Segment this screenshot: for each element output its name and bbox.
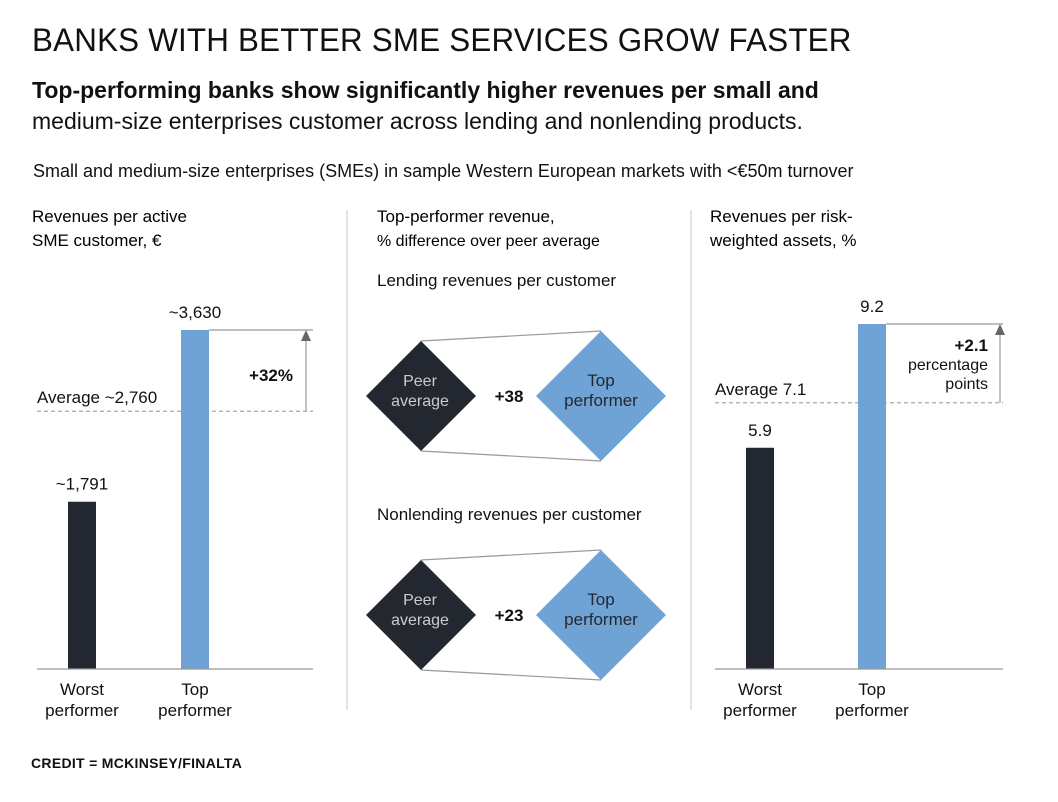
bar	[181, 330, 209, 669]
category-label: Top	[181, 680, 208, 699]
difference-value: +23	[495, 606, 524, 625]
panel-title: Revenues per active	[32, 207, 187, 226]
category-label: Worst	[738, 680, 782, 699]
bar	[68, 501, 96, 669]
bar-value-label: 5.9	[748, 421, 772, 440]
average-label: Average 7.1	[715, 380, 806, 399]
diamond-label: Top	[587, 590, 614, 609]
panel-revenue-per-customer: Revenues per active SME customer, € Aver…	[32, 207, 313, 720]
panel-title: weighted assets, %	[709, 231, 856, 250]
diamond-label: average	[391, 393, 449, 410]
panel-title: Top-performer revenue,	[377, 207, 555, 226]
chart-subtitle-bold: Top-performing banks show significantly …	[32, 77, 819, 103]
category-label: performer	[723, 701, 797, 720]
delta-label: percentage	[908, 357, 988, 374]
top-performer-diamond	[536, 331, 666, 461]
panel-title: % difference over peer average	[377, 233, 600, 250]
panel-title: SME customer, €	[32, 231, 162, 250]
delta-arrow-head	[995, 324, 1005, 335]
diamond-label: Peer	[403, 592, 437, 609]
bar-value-label: ~1,791	[56, 475, 108, 494]
connector-line	[420, 669, 602, 681]
top-performer-diamond	[536, 550, 666, 680]
peer-average-diamond	[366, 560, 476, 670]
peer-average-diamond	[366, 341, 476, 451]
bar	[746, 447, 774, 669]
diamond-label: performer	[564, 610, 638, 629]
panel-top-performer-difference: Top-performer revenue, % difference over…	[366, 207, 666, 681]
connector-line	[420, 330, 602, 342]
connector-line	[420, 549, 602, 561]
connector-line	[420, 450, 602, 462]
diamond-label: average	[391, 612, 449, 629]
category-label: performer	[835, 701, 909, 720]
difference-value: +38	[495, 387, 524, 406]
bar-value-label: 9.2	[860, 297, 884, 316]
bar	[858, 324, 886, 669]
diamond-label: Peer	[403, 373, 437, 390]
comparison-label: Lending revenues per customer	[377, 271, 616, 290]
average-label: Average ~2,760	[37, 388, 157, 407]
category-label: performer	[158, 701, 232, 720]
panel-title: Revenues per risk-	[710, 207, 853, 226]
diamond-label: performer	[564, 391, 638, 410]
delta-label: +2.1	[954, 336, 988, 355]
delta-label: points	[945, 376, 988, 393]
chart-title: BANKS WITH BETTER SME SERVICES GROW FAST…	[32, 22, 852, 58]
category-label: Worst	[60, 680, 104, 699]
delta-label: +32%	[249, 366, 293, 385]
bar-value-label: ~3,630	[169, 303, 221, 322]
chart-note: Small and medium-size enterprises (SMEs)…	[33, 161, 854, 181]
category-label: performer	[45, 701, 119, 720]
category-label: Top	[858, 680, 885, 699]
delta-arrow-head	[301, 330, 311, 341]
panel-revenue-per-rwa: Revenues per risk- weighted assets, % Av…	[709, 207, 1005, 720]
credit: CREDIT = MCKINSEY/FINALTA	[31, 755, 243, 771]
comparison-label: Nonlending revenues per customer	[377, 505, 642, 524]
diamond-label: Top	[587, 371, 614, 390]
chart-subtitle: medium-size enterprises customer across …	[32, 108, 803, 134]
